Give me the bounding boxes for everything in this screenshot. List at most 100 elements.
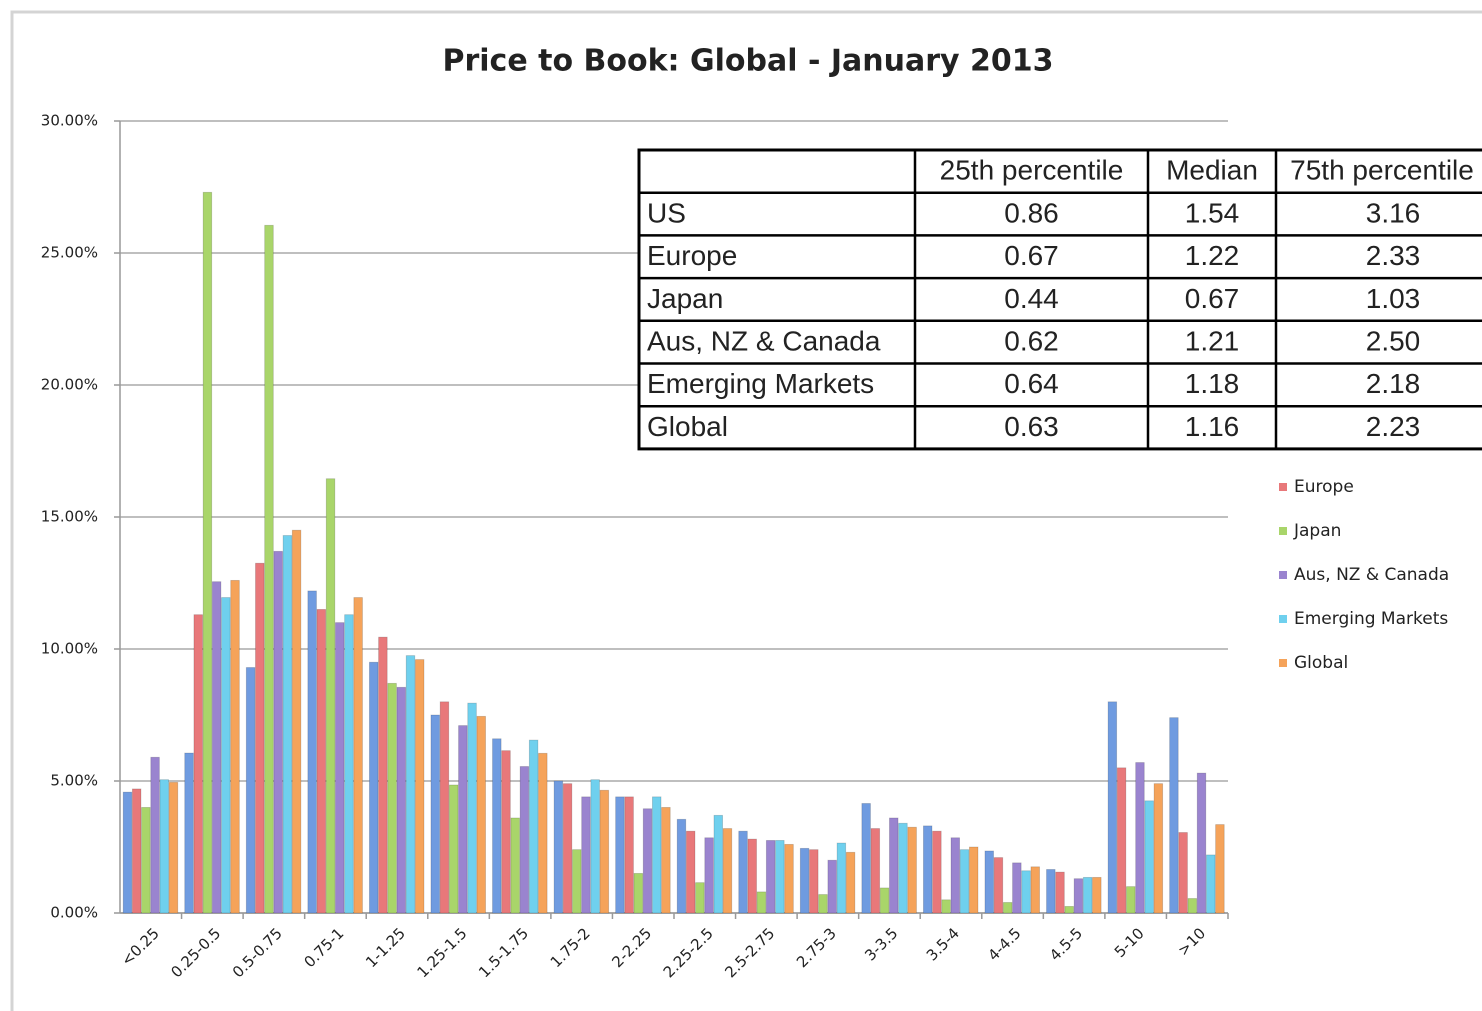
legend-swatch (1279, 615, 1287, 623)
bar (1021, 870, 1031, 914)
bar (1116, 767, 1127, 914)
bar (510, 817, 520, 914)
chart-title: Price to Book: Global - January 2013 (442, 44, 1053, 79)
bar (993, 857, 1004, 914)
bar (1030, 866, 1040, 914)
y-tick-label: 0.00% (50, 904, 98, 922)
bar (353, 597, 363, 914)
bar (519, 766, 530, 914)
bar (633, 873, 644, 914)
table-cell: 2.50 (1366, 326, 1421, 357)
bar (624, 796, 634, 914)
bar (368, 661, 379, 914)
bar (984, 850, 994, 914)
bar (553, 780, 564, 914)
bar (879, 887, 890, 914)
bar (501, 750, 511, 914)
bar (615, 796, 625, 914)
bar (122, 791, 133, 914)
table-row-label: Europe (647, 240, 737, 271)
bar (572, 849, 582, 914)
bar (131, 788, 142, 914)
bar (1187, 898, 1198, 914)
table-row-label: Global (647, 411, 728, 442)
table-cell: 3.16 (1366, 197, 1421, 228)
legend-swatch (1279, 483, 1287, 491)
table-cell: 1.21 (1185, 326, 1240, 357)
table-row-label: Emerging Markets (647, 368, 874, 399)
bar (765, 840, 776, 914)
bar (695, 882, 705, 914)
bar (1046, 869, 1056, 914)
table-row-label: Japan (647, 283, 723, 314)
bar (1064, 906, 1074, 914)
bar (590, 779, 600, 914)
bar (448, 784, 459, 914)
bar (230, 579, 240, 914)
bar (150, 756, 160, 914)
table-cell: 1.18 (1185, 368, 1240, 399)
legend-swatch (1279, 527, 1287, 535)
bar (861, 803, 871, 914)
bar (168, 781, 179, 914)
bar (1153, 783, 1164, 914)
bar (959, 849, 970, 914)
table-cell: 2.23 (1366, 411, 1421, 442)
y-tick-label: 15.00% (41, 508, 98, 526)
bar (344, 614, 354, 914)
table-header: 25th percentile (940, 155, 1124, 186)
bar (211, 581, 222, 914)
table-cell: 1.22 (1185, 240, 1240, 271)
bar (221, 597, 231, 914)
bar (378, 636, 388, 914)
bar (799, 847, 810, 914)
bar (889, 817, 899, 914)
y-tick-label: 20.00% (41, 376, 98, 394)
bar (430, 714, 440, 914)
bar (316, 609, 327, 914)
bar (784, 843, 794, 914)
y-tick-label: 5.00% (50, 772, 98, 790)
bar (282, 535, 293, 914)
bar (528, 739, 539, 914)
table-cell: 2.33 (1366, 240, 1421, 271)
bar (661, 807, 671, 914)
bar (273, 550, 283, 914)
legend-label: Emerging Markets (1294, 609, 1448, 629)
bar (907, 826, 917, 914)
bar (335, 622, 345, 914)
bar (652, 796, 662, 914)
bar (1092, 876, 1102, 914)
bar (599, 789, 610, 914)
bar (845, 851, 856, 914)
bar (704, 837, 714, 914)
bar (396, 686, 407, 914)
bar (1126, 886, 1136, 914)
bar (405, 655, 416, 914)
table-header: Median (1166, 155, 1258, 186)
bar (193, 614, 203, 914)
bar (685, 830, 696, 914)
bar (713, 814, 723, 914)
bar (538, 752, 548, 914)
legend-label: Japan (1293, 521, 1341, 541)
bar (898, 822, 908, 914)
bar (642, 808, 653, 914)
bar (950, 837, 961, 914)
bar (414, 659, 425, 914)
bar (722, 828, 733, 914)
table-cell: 2.18 (1366, 368, 1421, 399)
bar (1012, 862, 1022, 914)
table-background (637, 148, 1482, 451)
bar (141, 807, 151, 914)
table-header: 75th percentile (1290, 155, 1474, 186)
legend-label: Europe (1294, 477, 1354, 497)
bar (969, 846, 979, 914)
bar (264, 224, 274, 914)
bar (184, 752, 194, 914)
bar (291, 529, 302, 914)
bar (1169, 717, 1179, 914)
legend-label: Global (1294, 653, 1348, 673)
